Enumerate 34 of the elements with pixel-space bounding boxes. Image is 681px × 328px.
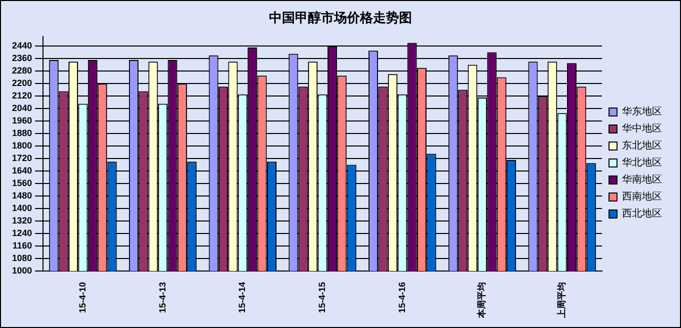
x-tick-label: 15-4-15 [316,282,327,314]
y-tick-label: 1240 [12,228,32,238]
y-tick-label: 2040 [12,102,32,113]
y-tick-label: 1080 [12,252,32,263]
x-tick-label: 15-4-16 [396,282,407,314]
y-tick-label: 1640 [12,165,32,176]
y-tick-label: 1160 [12,240,32,250]
y-tick-label: 1800 [12,140,32,150]
y-tick-label: 1720 [12,152,32,163]
x-tick-label: 上周平均 [556,282,567,319]
legend-label: 西北地区 [622,208,662,220]
y-tick-label: 2440 [12,40,32,50]
y-tick-label: 2120 [12,90,32,100]
x-tick-label: 本周平均 [476,282,487,319]
legend-label: 西南地区 [622,190,662,203]
y-tick-label: 2280 [12,65,32,76]
x-tick-label: 15-4-10 [77,282,88,314]
legend-label: 东北地区 [622,140,662,152]
y-tick-label: 1480 [12,190,32,200]
y-tick-label: 1320 [12,215,32,226]
legend-label: 华南地区 [622,174,662,186]
y-tick-label: 2200 [12,78,32,88]
y-tick-label: 1560 [12,178,32,188]
y-tick-label: 1880 [12,128,32,138]
y-tick-label: 2360 [12,52,32,63]
x-tick-label: 15-4-14 [237,282,248,314]
chart-title: 中国甲醇市场价格走势图 [269,10,412,26]
legend-label: 华北地区 [622,156,662,169]
y-tick-label: 1000 [12,265,32,276]
y-tick-label: 1960 [12,115,32,126]
x-tick-label: 15-4-13 [157,282,168,314]
legend-label: 华中地区 [622,122,662,135]
legend-label: 华东地区 [622,106,662,118]
y-tick-label: 1400 [12,202,32,213]
